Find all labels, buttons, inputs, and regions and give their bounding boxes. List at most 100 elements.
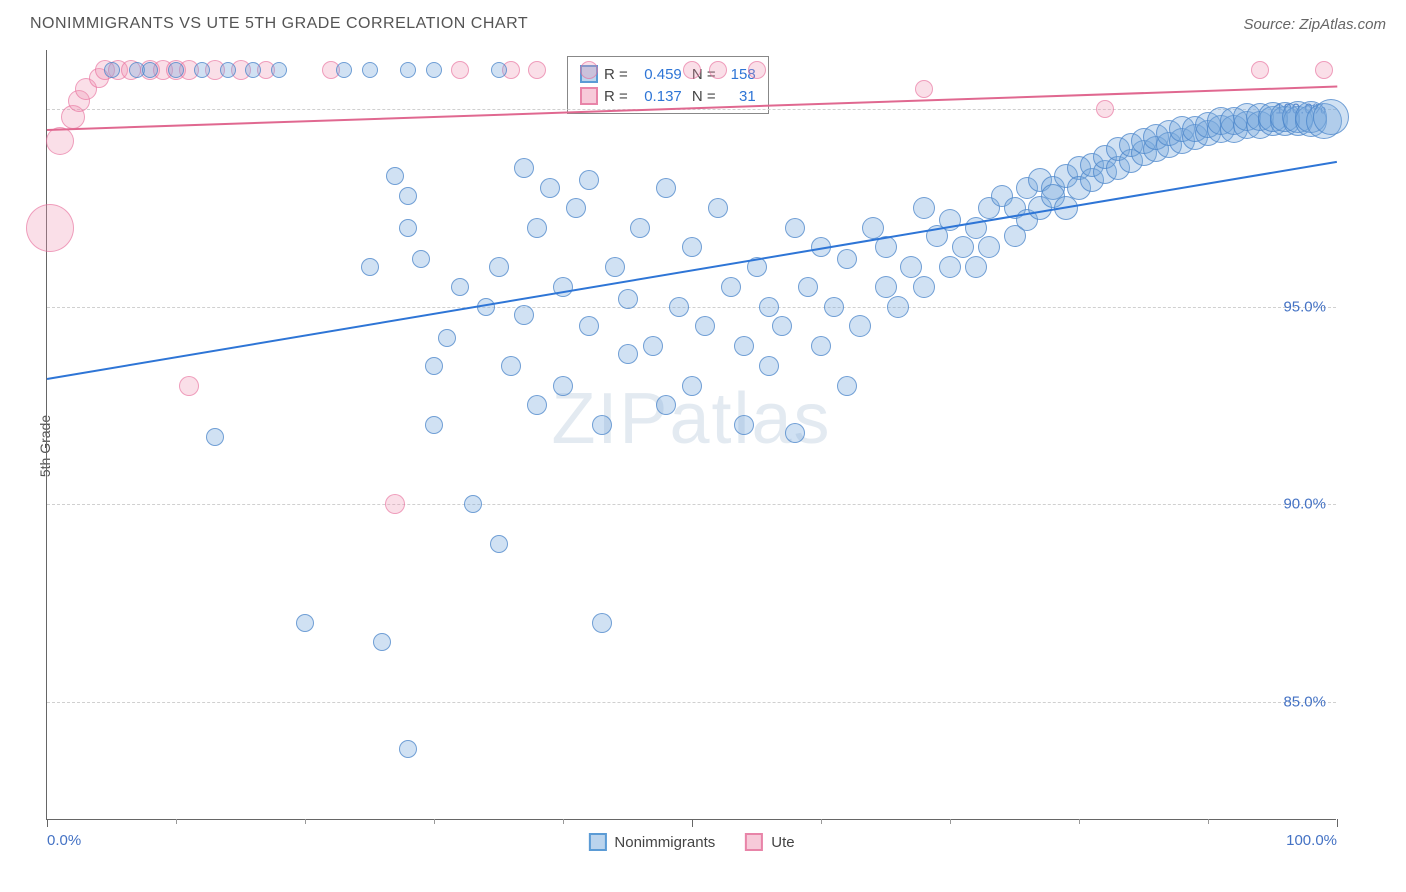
data-point — [271, 62, 287, 78]
data-point — [734, 415, 754, 435]
data-point — [514, 305, 534, 325]
data-point — [296, 614, 314, 632]
data-point — [630, 218, 650, 238]
data-point — [709, 61, 727, 79]
data-point — [952, 236, 974, 258]
data-point — [540, 178, 560, 198]
data-point — [46, 127, 74, 155]
data-point — [385, 494, 405, 514]
data-point — [708, 198, 728, 218]
xtick-minor — [821, 819, 822, 824]
data-point — [553, 376, 573, 396]
data-point — [501, 356, 521, 376]
data-point — [220, 62, 236, 78]
xtick — [47, 819, 48, 827]
blue-r: 0.459 — [634, 66, 682, 83]
data-point — [400, 62, 416, 78]
data-point — [1313, 99, 1349, 135]
data-point — [939, 256, 961, 278]
data-point — [179, 376, 199, 396]
swatch-pink-icon — [745, 833, 763, 851]
data-point — [734, 336, 754, 356]
pink-r: 0.137 — [634, 88, 682, 105]
data-point — [798, 277, 818, 297]
data-point — [336, 62, 352, 78]
gridline — [47, 109, 1336, 110]
data-point — [26, 204, 74, 252]
data-point — [489, 257, 509, 277]
data-point — [913, 276, 935, 298]
data-point — [824, 297, 844, 317]
data-point — [464, 495, 482, 513]
data-point — [579, 316, 599, 336]
data-point — [605, 257, 625, 277]
xtick — [1337, 819, 1338, 827]
data-point — [913, 197, 935, 219]
data-point — [206, 428, 224, 446]
gridline — [47, 702, 1336, 703]
data-point — [592, 415, 612, 435]
ytick-label: 90.0% — [1283, 496, 1326, 513]
data-point — [837, 249, 857, 269]
xtick-minor — [950, 819, 951, 824]
series-legend: Nonimmigrants Ute — [588, 833, 794, 851]
data-point — [142, 62, 158, 78]
data-point — [579, 170, 599, 190]
data-point — [887, 296, 909, 318]
data-point — [618, 344, 638, 364]
data-point — [386, 167, 404, 185]
legend-blue-label: Nonimmigrants — [614, 834, 715, 851]
data-point — [875, 276, 897, 298]
data-point — [399, 187, 417, 205]
data-point — [104, 62, 120, 78]
data-point — [721, 277, 741, 297]
gridline — [47, 504, 1336, 505]
data-point — [528, 61, 546, 79]
data-point — [1251, 61, 1269, 79]
data-point — [862, 217, 884, 239]
data-point — [451, 61, 469, 79]
data-point — [362, 62, 378, 78]
data-point — [438, 329, 456, 347]
data-point — [682, 376, 702, 396]
gridline — [47, 307, 1336, 308]
data-point — [683, 61, 701, 79]
data-point — [194, 62, 210, 78]
xtick-label: 100.0% — [1286, 832, 1337, 849]
data-point — [849, 315, 871, 337]
data-point — [837, 376, 857, 396]
data-point — [412, 250, 430, 268]
data-point — [399, 740, 417, 758]
source-label: Source: ZipAtlas.com — [1243, 16, 1386, 33]
data-point — [566, 198, 586, 218]
data-point — [527, 395, 547, 415]
data-point — [656, 178, 676, 198]
data-point — [1096, 100, 1114, 118]
xtick-minor — [176, 819, 177, 824]
legend-pink-label: Ute — [771, 834, 794, 851]
chart-area: ZIPatlas R = 0.459 N = 158 R = 0.137 N =… — [46, 50, 1336, 820]
data-point — [527, 218, 547, 238]
data-point — [425, 357, 443, 375]
data-point — [772, 316, 792, 336]
data-point — [643, 336, 663, 356]
data-point — [426, 62, 442, 78]
data-point — [965, 256, 987, 278]
swatch-pink-icon — [580, 87, 598, 105]
data-point — [785, 218, 805, 238]
xtick-minor — [434, 819, 435, 824]
data-point — [168, 62, 184, 78]
data-point — [759, 356, 779, 376]
data-point — [785, 423, 805, 443]
data-point — [669, 297, 689, 317]
xtick-minor — [1208, 819, 1209, 824]
data-point — [811, 336, 831, 356]
data-point — [451, 278, 469, 296]
data-point — [656, 395, 676, 415]
data-point — [900, 256, 922, 278]
xtick-label: 0.0% — [47, 832, 81, 849]
data-point — [682, 237, 702, 257]
data-point — [1315, 61, 1333, 79]
data-point — [915, 80, 933, 98]
data-point — [978, 236, 1000, 258]
